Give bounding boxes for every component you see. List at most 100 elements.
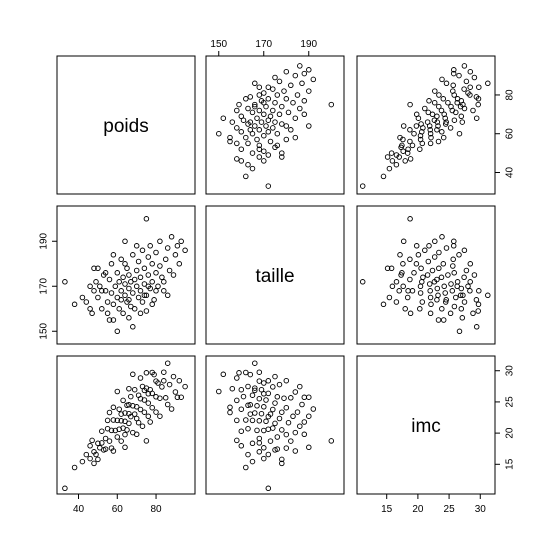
point-taille-imc-0 [359, 279, 366, 285]
point-taille-poids-97 [91, 265, 97, 272]
tick-label: 25 [444, 504, 456, 515]
point-imc-poids-95 [126, 402, 132, 408]
point-taille-poids-15 [104, 310, 111, 317]
point-imc-taille-30 [252, 410, 258, 416]
point-imc-poids-42 [133, 404, 140, 410]
point-taille-poids-6 [91, 288, 97, 294]
tick-label: 40 [73, 504, 85, 515]
point-imc-poids-83 [149, 369, 155, 376]
point-taille-poids-21 [112, 283, 119, 290]
point-poids-taille-60 [247, 94, 254, 100]
point-poids-taille-52 [252, 101, 258, 108]
point-poids-taille-82 [220, 115, 227, 121]
point-poids-imc-16 [407, 138, 413, 145]
point-poids-imc-90 [434, 127, 440, 133]
point-imc-taille-98 [328, 438, 335, 444]
point-imc-poids-25 [116, 406, 122, 412]
tick-label: 60 [112, 504, 124, 515]
point-imc-poids-50 [141, 397, 148, 403]
point-poids-taille-9 [279, 150, 285, 156]
point-taille-imc-86 [389, 283, 396, 290]
point-imc-taille-47 [270, 406, 276, 413]
point-imc-poids-77 [182, 383, 188, 390]
point-taille-poids-64 [157, 263, 163, 269]
tick-label: 15 [505, 458, 516, 470]
point-imc-taille-57 [301, 419, 308, 425]
point-taille-imc-22 [411, 270, 417, 276]
point-poids-taille-40 [267, 113, 274, 120]
point-taille-poids-10 [97, 283, 103, 290]
point-imc-taille-71 [310, 406, 317, 412]
point-taille-poids-46 [137, 288, 144, 294]
tick-label: 150 [210, 39, 227, 50]
point-poids-taille-92 [261, 99, 267, 106]
tick-label: 60 [505, 128, 516, 140]
point-taille-poids-36 [128, 303, 134, 310]
point-taille-poids-95 [126, 297, 132, 303]
point-poids-taille-54 [272, 99, 278, 106]
point-taille-poids-24 [116, 279, 122, 285]
point-taille-imc-28 [420, 274, 426, 281]
panel-poids-imc [356, 55, 496, 195]
point-imc-poids-17 [108, 427, 115, 434]
point-imc-poids-45 [135, 419, 142, 426]
point-imc-taille-40 [267, 411, 274, 417]
tick-label: 25 [505, 396, 516, 408]
tick-label: 150 [39, 322, 50, 339]
point-poids-taille-44 [249, 109, 256, 116]
point-poids-imc-35 [424, 119, 431, 125]
point-imc-taille-74 [301, 394, 308, 401]
point-poids-taille-3 [245, 161, 251, 168]
point-poids-taille-71 [310, 76, 317, 83]
point-imc-taille-52 [252, 385, 258, 391]
point-imc-taille-54 [272, 400, 278, 406]
point-imc-poids-40 [131, 411, 138, 417]
point-poids-imc-78 [456, 130, 463, 137]
point-taille-poids-2 [79, 294, 86, 301]
point-poids-taille-11 [238, 146, 245, 152]
point-imc-poids-26 [118, 418, 124, 424]
point-taille-imc-80 [470, 310, 476, 317]
point-poids-taille-91 [252, 103, 258, 110]
point-poids-taille-87 [283, 123, 290, 129]
point-taille-imc-9 [388, 265, 395, 272]
panel-frame [205, 55, 345, 195]
point-poids-taille-65 [306, 88, 312, 94]
point-imc-poids-0 [62, 485, 68, 492]
point-poids-imc-65 [432, 88, 438, 94]
point-taille-imc-45 [425, 258, 432, 265]
point-imc-poids-90 [118, 411, 124, 417]
point-imc-taille-4 [238, 443, 245, 449]
point-imc-poids-9 [95, 456, 101, 463]
point-poids-taille-85 [256, 146, 263, 152]
point-taille-poids-59 [149, 261, 155, 267]
point-taille-poids-53 [143, 308, 150, 314]
point-poids-taille-42 [261, 111, 267, 118]
point-imc-taille-55 [290, 413, 296, 420]
point-imc-taille-61 [274, 394, 281, 400]
point-imc-poids-80 [137, 375, 144, 381]
point-taille-imc-55 [431, 254, 438, 260]
point-taille-imc-76 [451, 238, 457, 245]
point-imc-taille-34 [258, 410, 265, 417]
point-taille-imc-8 [404, 294, 411, 301]
point-imc-taille-27 [288, 438, 294, 444]
point-poids-imc-5 [407, 156, 414, 162]
point-imc-taille-99 [306, 444, 312, 451]
point-taille-imc-99 [400, 238, 407, 245]
axis-x-imc-bottom: 15 20 25 30 [381, 493, 486, 515]
point-taille-poids-84 [161, 279, 167, 285]
point-imc-poids-75 [176, 377, 183, 384]
point-poids-taille-22 [274, 130, 281, 137]
point-taille-poids-4 [87, 306, 93, 312]
point-poids-taille-20 [227, 134, 233, 141]
point-imc-taille-94 [252, 360, 258, 366]
point-poids-imc-64 [450, 88, 456, 94]
point-poids-imc-55 [431, 99, 438, 106]
point-poids-imc-59 [440, 96, 447, 102]
point-taille-imc-57 [426, 243, 432, 249]
panel-taille-imc [356, 205, 496, 345]
point-imc-taille-51 [279, 409, 285, 415]
panel-poids-taille [205, 55, 345, 195]
point-imc-poids-82 [130, 371, 136, 378]
